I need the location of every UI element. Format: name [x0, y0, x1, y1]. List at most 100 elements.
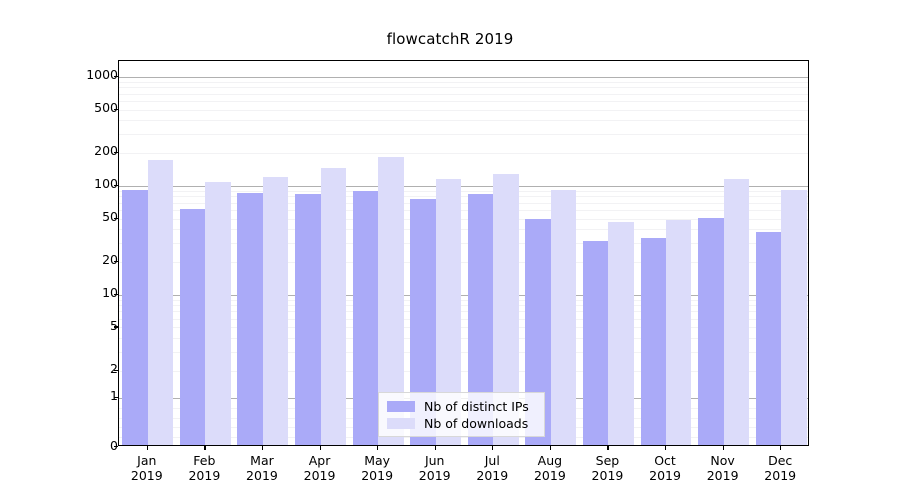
bar-distinct-ips	[295, 193, 321, 445]
y-axis-tick-label: 200	[94, 143, 118, 159]
gridline-minor	[119, 190, 808, 192]
x-axis-tick-year: 2019	[764, 468, 797, 483]
y-axis-tick-label: 50	[102, 209, 118, 225]
plot-area	[118, 60, 809, 446]
bar-downloads	[320, 167, 346, 445]
bar-group	[582, 61, 634, 445]
x-axis-tick-month: Feb	[193, 453, 216, 468]
x-axis-tick-month: Jan	[137, 453, 157, 468]
x-axis-tick-year: 2019	[476, 468, 509, 483]
bar-distinct-ips	[179, 208, 206, 445]
gridline-minor	[119, 202, 808, 204]
legend-swatch-ips	[387, 401, 415, 412]
y-axis-tick-mark	[114, 108, 118, 110]
y-axis-labels: 10005002001005020105210	[62, 60, 118, 451]
gridline-minor	[119, 261, 808, 263]
x-axis-tick-year: 2019	[361, 468, 394, 483]
y-axis-tick-label: 1000	[86, 67, 118, 83]
y-axis-tick-mark	[114, 369, 118, 371]
gridline-major	[119, 76, 808, 78]
gridline-minor	[119, 299, 808, 301]
chart-title: flowcatchR 2019	[386, 30, 514, 48]
x-axis-tick-month: Oct	[654, 453, 676, 468]
x-axis-tick-mark	[377, 446, 379, 450]
bar-group	[237, 61, 289, 445]
gridline-minor	[119, 318, 808, 320]
gridline-minor	[119, 311, 808, 313]
x-axis-tick-year: 2019	[706, 468, 739, 483]
bar-distinct-ips	[640, 237, 667, 445]
y-axis-tick-mark	[114, 184, 118, 186]
bar-group	[410, 61, 462, 445]
bar-downloads	[666, 220, 692, 445]
y-axis-tick-label: 100	[94, 176, 118, 192]
y-axis-tick-mark	[114, 446, 118, 448]
gridline-minor	[119, 218, 808, 220]
x-axis-tick-year: 2019	[130, 468, 163, 483]
gridline-minor	[119, 152, 808, 154]
y-axis-tick-mark	[114, 75, 118, 78]
x-axis-tick-year: 2019	[649, 468, 681, 483]
gridline-minor	[119, 209, 808, 211]
y-axis-tick-mark	[114, 326, 118, 328]
bar-group	[525, 61, 577, 445]
gridline-minor	[119, 87, 808, 89]
gridline-minor	[119, 370, 808, 372]
legend-swatch-downloads	[387, 418, 415, 429]
bar-group	[352, 61, 404, 445]
y-axis-ticks	[114, 60, 118, 448]
legend-item-ips: Nb of distinct IPs	[387, 398, 536, 415]
bar-distinct-ips	[755, 232, 782, 445]
bar-downloads	[608, 221, 634, 445]
x-axis-tick-mark	[261, 446, 264, 450]
x-axis-tick-month: May	[364, 453, 391, 468]
x-axis-tick-mark	[146, 446, 148, 450]
x-axis-tick-label: Oct 2019	[635, 453, 695, 483]
x-axis-tick-month: Sep	[595, 453, 620, 468]
x-axis-tick-mark	[780, 446, 782, 450]
gridline-minor	[119, 101, 808, 103]
gridline-minor	[119, 93, 808, 95]
x-axis-tick-label: Dec 2019	[750, 453, 810, 483]
bar-distinct-ips	[582, 240, 609, 445]
x-axis-tick-mark	[434, 446, 436, 450]
x-axis-tick-mark	[665, 446, 667, 450]
bar-downloads	[147, 160, 174, 445]
x-axis-tick-month: Nov	[710, 453, 735, 468]
bar-downloads	[550, 189, 577, 445]
x-axis-tick-label: Mar 2019	[232, 453, 292, 483]
y-axis-tick-mark	[114, 396, 118, 399]
bar-group	[755, 61, 807, 445]
y-axis-tick-label: 10	[102, 285, 118, 301]
bar-downloads	[723, 179, 750, 445]
gridline-minor	[119, 327, 808, 329]
x-axis-tick-month: Jun	[424, 453, 445, 468]
bar-group	[698, 61, 750, 445]
x-axis-tick-label: May 2019	[347, 453, 407, 483]
chart-legend: Nb of distinct IPs Nb of downloads	[378, 392, 545, 437]
x-axis-tick-mark	[319, 446, 321, 450]
bar-distinct-ips	[698, 218, 724, 445]
legend-label-downloads: Nb of downloads	[424, 416, 529, 431]
x-axis-tick-year: 2019	[303, 468, 336, 483]
bar-downloads	[262, 177, 289, 445]
y-axis-tick-label: 1	[72, 390, 118, 403]
x-axis-tick-month: Jul	[484, 453, 500, 468]
y-axis-tick-label: 500	[94, 100, 118, 116]
gridline-minor	[119, 133, 808, 135]
x-axis-tick-year: 2019	[418, 468, 451, 483]
x-axis-tick-month: Apr	[308, 453, 331, 468]
gridline-minor	[119, 109, 808, 111]
x-axis-tick-mark	[204, 446, 206, 450]
x-axis-tick-label: Sep 2019	[577, 453, 637, 483]
y-axis-tick-label: 2	[110, 361, 118, 377]
x-axis-tick-label: Aug 2019	[520, 453, 580, 483]
legend-label-ips: Nb of distinct IPs	[424, 399, 529, 414]
y-axis-tick-mark	[114, 293, 118, 295]
bar-distinct-ips	[237, 192, 263, 445]
gridline-minor	[119, 305, 808, 307]
y-axis-tick-label: 5	[110, 317, 118, 333]
x-axis-tick-year: 2019	[188, 468, 221, 483]
x-axis-tick-month: Dec	[768, 453, 793, 468]
